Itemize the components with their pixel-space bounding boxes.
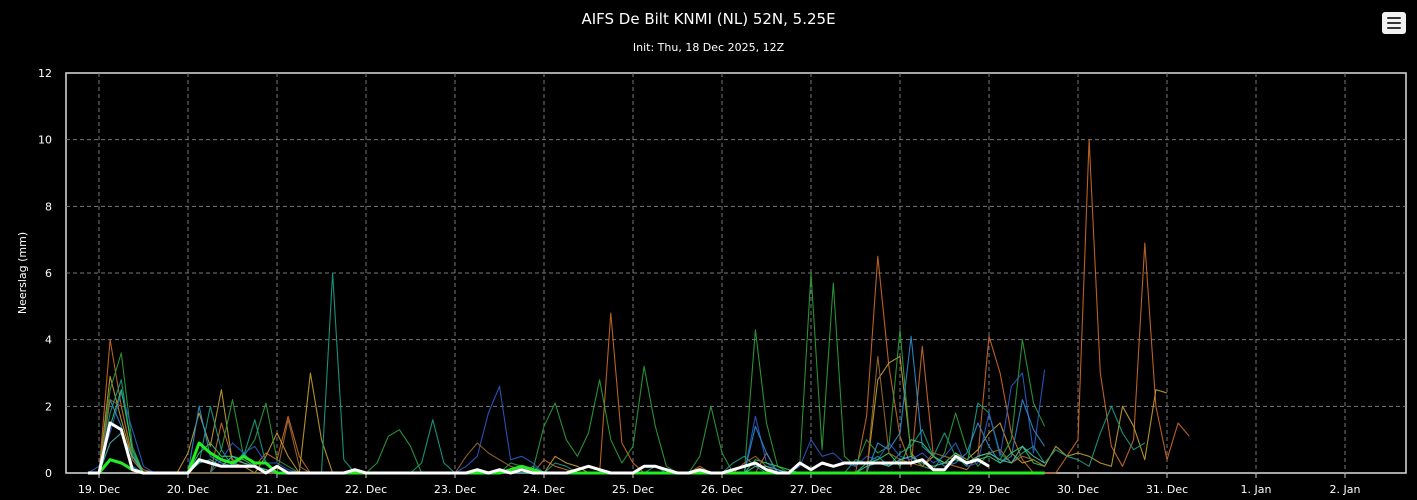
series-line-2 xyxy=(87,272,1046,474)
chart-subtitle: Init: Thu, 18 Dec 2025, 12Z xyxy=(632,41,785,54)
x-tick-label: 2. Jan xyxy=(1330,483,1361,496)
x-tick-label: 24. Dec xyxy=(523,483,565,496)
x-tick-label: 22. Dec xyxy=(345,483,387,496)
x-tick-label: 20. Dec xyxy=(167,483,209,496)
x-tick-label: 29. Dec xyxy=(968,483,1010,496)
y-axis-label: Neerslag (mm) xyxy=(16,232,29,314)
x-tick-label: 23. Dec xyxy=(434,483,476,496)
plot-area-border xyxy=(65,72,1407,474)
chart-title: AIFS De Bilt KNMI (NL) 52N, 5.25E xyxy=(581,10,836,28)
x-tick-label: 1. Jan xyxy=(1241,483,1272,496)
x-tick-label: 31. Dec xyxy=(1146,483,1188,496)
y-tick-label: 4 xyxy=(45,334,52,347)
x-tick-label: 21. Dec xyxy=(256,483,298,496)
y-tick-label: 12 xyxy=(38,67,52,80)
y-tick-label: 6 xyxy=(45,267,52,280)
series-line-10 xyxy=(87,421,990,475)
x-tick-label: 30. Dec xyxy=(1057,483,1099,496)
y-tick-label: 0 xyxy=(45,467,52,480)
y-tick-label: 10 xyxy=(38,134,52,147)
x-tick-label: 25. Dec xyxy=(612,483,654,496)
x-tick-label: 27. Dec xyxy=(790,483,832,496)
y-tick-label: 8 xyxy=(45,200,52,213)
x-tick-label: 19. Dec xyxy=(78,483,120,496)
hamburger-menu-icon[interactable] xyxy=(1382,12,1406,34)
x-tick-label: 26. Dec xyxy=(701,483,743,496)
series-line-0 xyxy=(87,139,1190,474)
y-tick-label: 2 xyxy=(45,400,52,413)
x-tick-label: 28. Dec xyxy=(879,483,921,496)
